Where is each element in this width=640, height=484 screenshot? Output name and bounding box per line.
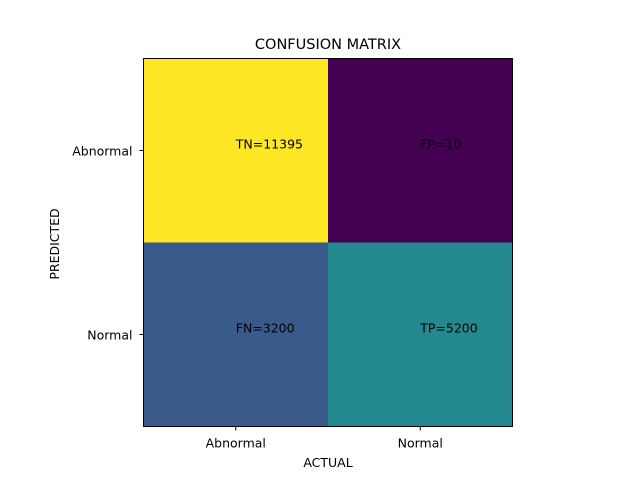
y-axis-ticks: Abnormal Normal [72, 144, 144, 343]
cell-value-label: FN=3200 [236, 321, 295, 336]
chart-title: CONFUSION MATRIX [255, 37, 401, 53]
heatmap-cells [143, 58, 513, 427]
y-tick-label: Normal [87, 328, 132, 343]
x-axis-label: ACTUAL [303, 455, 352, 470]
heatmap-cell [328, 58, 513, 243]
x-tick-label: Abnormal [206, 436, 266, 451]
plot-frame [143, 58, 513, 427]
cell-value-label: FP=10 [420, 137, 461, 152]
heatmap-cell [143, 58, 329, 243]
cell-value-label: TN=11395 [235, 137, 303, 152]
cell-value-label: TP=5200 [419, 321, 478, 336]
heatmap-cell [328, 242, 513, 427]
y-axis-label: PREDICTED [47, 208, 62, 279]
cell-labels: TN=11395 FP=10 FN=3200 TP=5200 [235, 137, 478, 336]
x-axis-ticks: Abnormal Normal [206, 426, 443, 451]
heatmap-cell [143, 242, 329, 427]
x-tick-label: Normal [398, 436, 443, 451]
y-tick-label: Abnormal [72, 144, 132, 159]
